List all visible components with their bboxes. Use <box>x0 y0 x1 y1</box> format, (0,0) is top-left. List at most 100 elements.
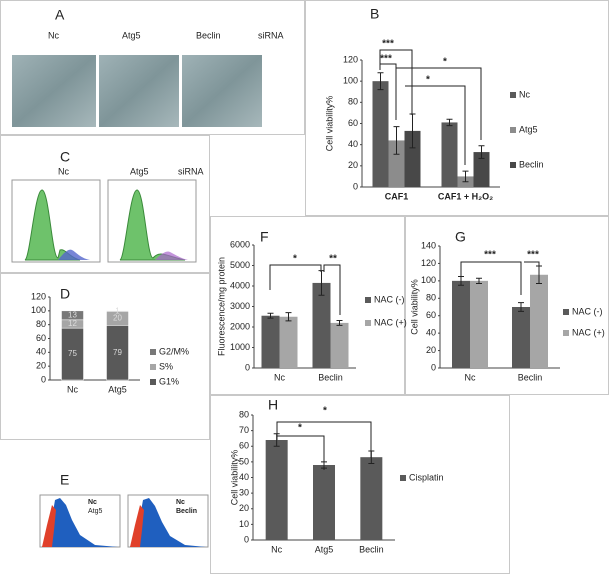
annotation: * <box>426 75 430 86</box>
y-tick-label: 50 <box>239 456 249 466</box>
x-tick-label: CAF1 <box>385 191 409 201</box>
bar <box>265 440 288 540</box>
legend-swatch <box>563 309 569 315</box>
y-tick-label: 100 <box>31 305 46 315</box>
x-tick-label: Beclin <box>359 544 384 554</box>
panel-label: B <box>370 6 379 22</box>
data-label: 75 <box>68 349 77 358</box>
legend-swatch <box>510 162 516 168</box>
y-tick-label: 0 <box>353 181 358 191</box>
micrograph <box>12 55 96 127</box>
y-tick-label: 60 <box>426 310 436 320</box>
data-label: 13 <box>68 310 77 319</box>
significance-bracket <box>460 261 522 295</box>
image-label: Beclin <box>196 30 221 40</box>
y-tick-label: 80 <box>426 293 436 303</box>
x-tick-label: Atg5 <box>315 544 334 554</box>
x-tick-label: Atg5 <box>108 384 127 394</box>
x-tick-label: Nc <box>465 372 476 382</box>
y-tick-label: 20 <box>36 361 46 371</box>
bar <box>441 122 458 187</box>
annotation: *** <box>484 250 496 261</box>
image-label: siRNA <box>258 30 284 40</box>
y-tick-label: 40 <box>426 328 436 338</box>
bar-segment <box>61 310 84 321</box>
error-bar <box>336 319 343 326</box>
y-tick-label: 20 <box>348 160 358 170</box>
y-tick-label: 1000 <box>230 342 250 352</box>
bar <box>261 315 280 368</box>
y-axis-label: Fluorescence/mg protein <box>216 257 226 356</box>
bar <box>530 274 548 368</box>
error-bar <box>285 312 292 322</box>
error-bar <box>393 126 400 155</box>
legend-label: NAC (-) <box>374 294 405 304</box>
data-label: 20 <box>113 314 122 323</box>
annotation: * <box>323 406 327 417</box>
significance-bracket <box>276 435 325 470</box>
significance-bracket <box>269 264 322 290</box>
y-tick-label: 100 <box>421 275 436 285</box>
y-tick-label: 80 <box>36 319 46 329</box>
y-tick-label: 120 <box>421 258 436 268</box>
y-tick-label: 60 <box>36 333 46 343</box>
x-tick-label: CAF1 + H₂O₂ <box>438 191 493 201</box>
y-tick-label: 60 <box>239 441 249 451</box>
significance-bracket <box>396 67 482 140</box>
annotation: * <box>293 254 297 265</box>
y-tick-label: 6000 <box>230 239 250 249</box>
y-tick-label: 40 <box>239 472 249 482</box>
legend-swatch <box>365 297 371 303</box>
y-tick-label: 0 <box>41 374 46 384</box>
y-tick-label: 120 <box>31 291 46 301</box>
bar-segment <box>106 310 129 312</box>
legend-label: Atg5 <box>88 508 103 515</box>
y-tick-label: 0 <box>244 534 249 544</box>
annotation: * <box>443 57 447 68</box>
panel-frame <box>0 135 210 273</box>
legend-label: NAC (-) <box>572 306 603 316</box>
annotation: *** <box>382 39 394 50</box>
image-label: Atg5 <box>130 166 149 176</box>
y-tick-label: 0 <box>245 362 250 372</box>
data-label: 79 <box>113 348 122 357</box>
x-tick-label: Nc <box>67 384 78 394</box>
legend-label: Nc <box>88 499 97 506</box>
annotation: *** <box>527 250 539 261</box>
bar <box>452 280 470 368</box>
y-tick-label: 20 <box>426 345 436 355</box>
panel-label: E <box>60 472 69 488</box>
bar <box>312 282 331 368</box>
error-bar <box>446 118 453 127</box>
panel-frame <box>210 395 510 574</box>
panel-label: D <box>60 286 70 302</box>
y-tick-label: 2000 <box>230 321 250 331</box>
legend-swatch <box>150 364 156 370</box>
legend-swatch <box>400 475 406 481</box>
y-tick-label: 30 <box>239 488 249 498</box>
legend-label: Beclin <box>176 508 197 515</box>
y-tick-label: 100 <box>343 76 358 86</box>
significance-bracket <box>524 261 540 272</box>
legend-swatch <box>510 92 516 98</box>
x-tick-label: Beclin <box>318 372 343 382</box>
bar <box>388 140 405 187</box>
flow-histogram <box>11 179 197 263</box>
bar <box>360 457 383 540</box>
legend-label: G2/M% <box>159 346 189 356</box>
bar <box>330 322 349 368</box>
bar <box>313 465 335 540</box>
annotation: * <box>298 423 302 434</box>
legend-swatch <box>150 349 156 355</box>
error-bar <box>462 170 469 183</box>
x-tick-label: Beclin <box>518 372 543 382</box>
image-label: Atg5 <box>122 30 141 40</box>
y-tick-label: 0 <box>431 362 436 372</box>
data-label: 1 <box>115 306 120 315</box>
image-label: Nc <box>48 30 59 40</box>
legend-swatch <box>563 330 569 336</box>
legend-label: Atg5 <box>519 124 538 134</box>
error-bar <box>518 302 524 312</box>
bar <box>512 307 530 368</box>
